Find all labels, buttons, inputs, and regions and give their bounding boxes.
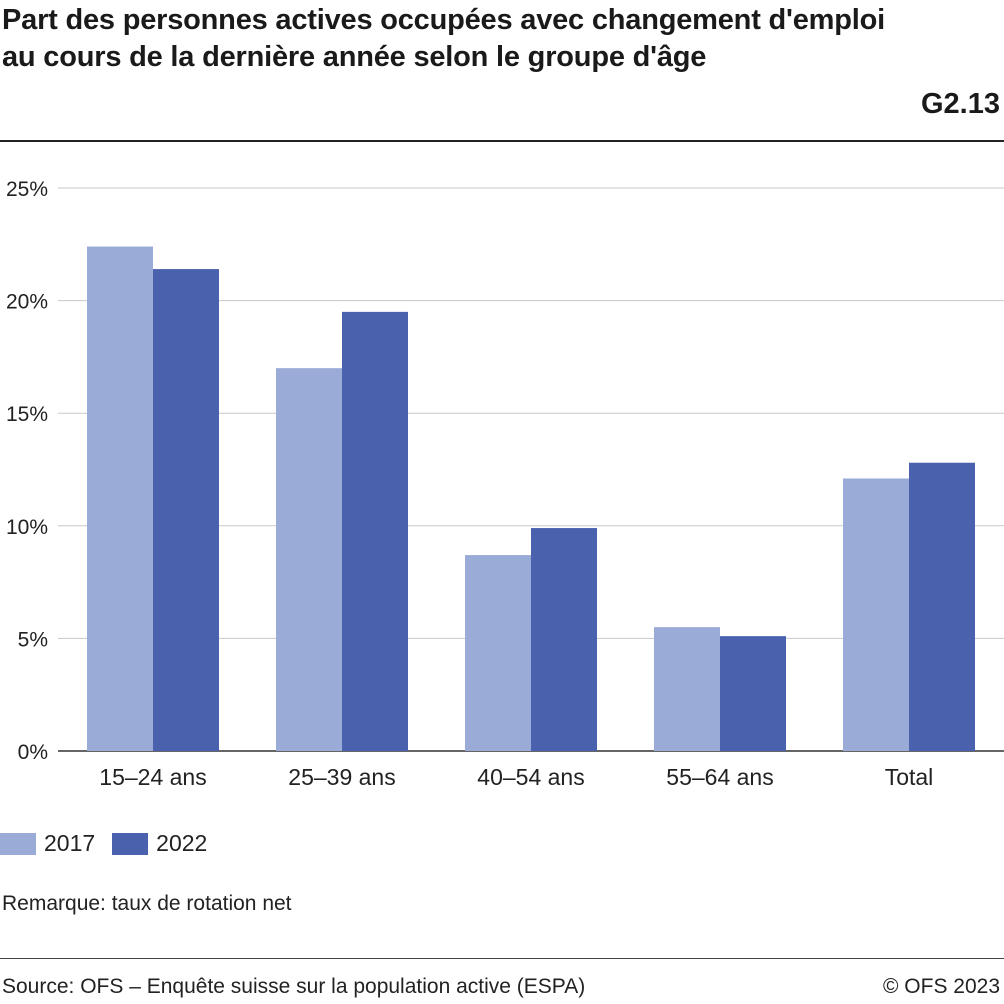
footer-divider	[0, 958, 1004, 959]
y-tick-label: 20%	[6, 291, 48, 314]
y-tick-label: 10%	[6, 516, 48, 539]
chart-note: Remarque: taux de rotation net	[2, 892, 292, 915]
x-tick-label: 25–39 ans	[288, 764, 395, 790]
y-tick-label: 15%	[6, 403, 48, 426]
copyright-text: © OFS 2023	[882, 975, 1000, 998]
legend-label-2017: 2017	[44, 830, 96, 856]
y-tick-label: 25%	[6, 178, 48, 201]
legend-swatch-2017	[0, 832, 36, 855]
source-text: Source: OFS – Enquête suisse sur la popu…	[2, 975, 586, 998]
chart-title: Part des personnes actives occupées avec…	[2, 4, 885, 73]
x-tick-label: Total	[885, 764, 934, 790]
figure-number: G2.13	[921, 88, 1000, 120]
bar-2022	[720, 636, 786, 751]
legend-item-2022: 2022	[112, 830, 207, 857]
bar-2022	[531, 528, 597, 751]
legend-label-2022: 2022	[156, 830, 208, 856]
x-tick-label: 55–64 ans	[666, 764, 773, 790]
bar-2017	[843, 478, 909, 751]
x-tick-label: 40–54 ans	[477, 764, 584, 790]
bar-2017	[654, 627, 720, 751]
bar-2017	[465, 555, 531, 751]
bar-2022	[909, 462, 975, 751]
bar-2022	[342, 311, 408, 751]
y-tick-label: 0%	[18, 741, 48, 764]
bar-2022	[153, 269, 219, 751]
bar-2017	[87, 246, 153, 751]
x-tick-label: 15–24 ans	[99, 764, 206, 790]
y-tick-label: 5%	[18, 628, 48, 651]
legend-swatch-2022	[112, 832, 149, 855]
bar-2017	[276, 368, 342, 751]
legend-item-2017: 2017	[0, 830, 95, 857]
legend: 2017 2022	[0, 830, 224, 857]
title-divider	[0, 140, 1004, 142]
bar-chart: 0% 5% 10% 15% 20% 25% 15–24 ans 25–39 ans 40–54 …	[6, 178, 1004, 790]
